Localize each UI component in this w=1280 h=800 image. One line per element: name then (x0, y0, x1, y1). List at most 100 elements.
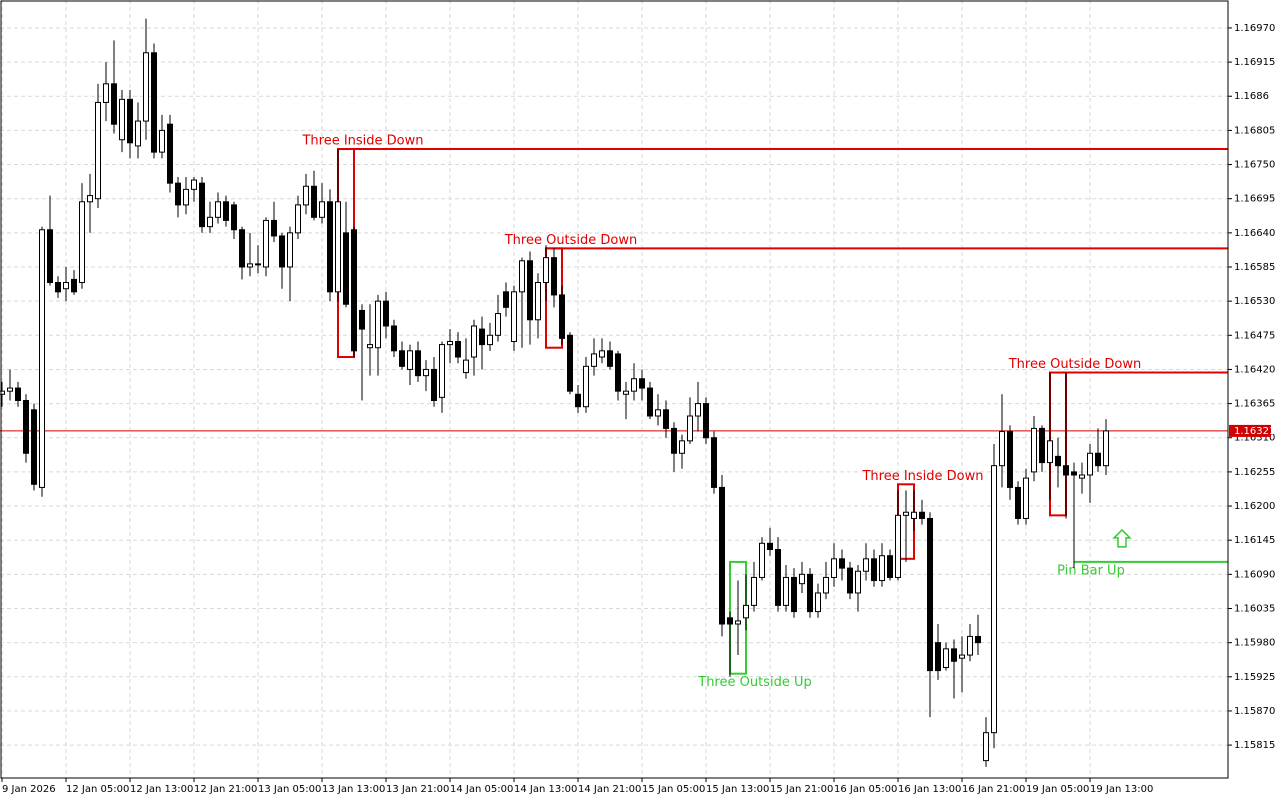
pattern-label: Three Outside Down (1008, 357, 1142, 372)
candle-body (207, 216, 213, 228)
candle-body (535, 282, 541, 321)
candle-body (839, 558, 845, 569)
pattern-label: Three Inside Down (301, 134, 423, 149)
candle-body (599, 350, 605, 358)
candle-body (631, 378, 637, 392)
candle-body (711, 437, 717, 488)
x-tick-label: 14 Jan 05:00 (450, 784, 513, 795)
candle-body (1039, 427, 1045, 464)
candle-body (431, 368, 437, 401)
candle-body (911, 511, 917, 519)
candle-body (135, 120, 141, 147)
y-tick-label: 1.15980 (1234, 638, 1275, 649)
candle-body (391, 325, 397, 352)
candle-body (959, 654, 965, 659)
candle-body (903, 511, 909, 516)
candle-body (999, 431, 1005, 467)
candle-body (71, 278, 77, 293)
candle-body (199, 182, 205, 228)
candle-body (303, 185, 309, 206)
candle-body (455, 341, 461, 358)
candle-body (295, 204, 301, 234)
candle-body (615, 353, 621, 392)
candle-body (335, 201, 341, 293)
candle-body (215, 201, 221, 218)
candle-body (831, 558, 837, 578)
candle-body (727, 617, 733, 625)
candle-body (351, 229, 357, 352)
candle-body (847, 567, 853, 594)
candle-body (639, 378, 645, 389)
candle-body (183, 188, 189, 206)
candle-body (671, 427, 677, 454)
candle-body (767, 542, 773, 551)
candle-body (1103, 430, 1109, 467)
y-tick-label: 1.16695 (1234, 194, 1275, 205)
candle-body (0, 390, 5, 395)
candle-body (399, 350, 405, 367)
y-tick-label: 1.16475 (1234, 330, 1275, 341)
candle-body (447, 341, 453, 346)
candle-body (583, 365, 589, 408)
grid (0, 0, 1228, 778)
candle-body (983, 732, 989, 762)
x-tick-label: 15 Jan 21:00 (770, 784, 833, 795)
candle-body (223, 201, 229, 221)
y-tick-label: 1.16090 (1234, 569, 1275, 580)
candle-body (943, 648, 949, 668)
y-tick-label: 1.1686 (1234, 91, 1269, 102)
candle-body (31, 409, 37, 485)
candle-body (919, 511, 925, 519)
y-tick-label: 1.16750 (1234, 160, 1275, 171)
candle-body (927, 517, 933, 672)
candle-body (695, 403, 701, 417)
candle-body (15, 387, 21, 401)
candle-body (951, 648, 957, 662)
y-tick-label: 1.16255 (1234, 467, 1275, 478)
candle-body (463, 359, 469, 374)
candle-body (855, 570, 861, 594)
candle-body (23, 399, 29, 454)
candle-body (159, 129, 165, 153)
candle-body (975, 635, 981, 644)
candle-body (383, 300, 389, 327)
candle-body (239, 229, 245, 268)
x-tick-label: 15 Jan 05:00 (642, 784, 705, 795)
candle-body (319, 201, 325, 218)
candle-body (1015, 486, 1021, 519)
candle-body (487, 334, 493, 346)
x-tick-label: 12 Jan 05:00 (66, 784, 129, 795)
candle-body (1007, 431, 1013, 488)
candle-body (375, 300, 381, 349)
candle-body (175, 182, 181, 206)
x-tick-label: 13 Jan 13:00 (322, 784, 385, 795)
x-tick-label: 16 Jan 13:00 (898, 784, 961, 795)
x-tick-label: 16 Jan 21:00 (962, 784, 1025, 795)
x-tick-label: 19 Jan 05:00 (1026, 784, 1089, 795)
last-price-label: 1.16321 (1234, 426, 1275, 437)
x-tick-label: 14 Jan 13:00 (514, 784, 577, 795)
candle-body (887, 555, 893, 578)
candle-body (7, 387, 13, 392)
candle-body (799, 573, 805, 585)
candle-body (151, 52, 157, 153)
pattern-label: Three Inside Down (861, 469, 983, 484)
candle-body (815, 592, 821, 613)
candle-body (623, 390, 629, 395)
candle-body (1023, 477, 1029, 519)
candle-body (527, 260, 533, 321)
candle-body (287, 232, 293, 268)
candle-body (1047, 440, 1053, 464)
y-tick-label: 1.16310 (1234, 433, 1275, 444)
candle-body (111, 83, 117, 125)
candle-body (1063, 465, 1069, 476)
x-tick-label: 12 Jan 13:00 (130, 784, 193, 795)
x-tick-label: 12 Jan 21:00 (194, 784, 257, 795)
x-tick-label: 13 Jan 05:00 (258, 784, 321, 795)
pattern-label: Three Outside Up (697, 675, 811, 690)
candle-body (1079, 474, 1085, 479)
candle-body (415, 350, 421, 377)
